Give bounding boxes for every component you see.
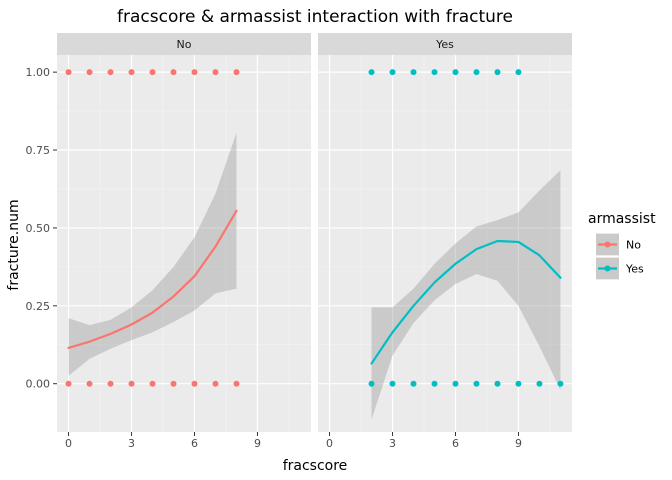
data-point [515, 69, 522, 76]
x-axis-title: fracscore [283, 458, 348, 474]
data-point [410, 69, 417, 76]
data-point [86, 69, 93, 76]
data-point [557, 380, 564, 387]
data-point [86, 380, 93, 387]
x-tick-label: 0 [326, 437, 333, 450]
data-point [431, 380, 438, 387]
data-point [191, 69, 198, 76]
y-tick-label: 0.25 [26, 300, 51, 313]
data-point [233, 380, 240, 387]
legend-item-yes: Yes [596, 257, 644, 280]
legend-item-no: No [596, 233, 641, 256]
legend-key-point [604, 265, 611, 272]
data-point [212, 69, 219, 76]
data-point [389, 380, 396, 387]
facet-strip-background [57, 33, 311, 55]
data-point [452, 380, 459, 387]
x-tick-label: 9 [515, 437, 522, 450]
y-axis-title: fracture.num [6, 199, 22, 290]
fit-line [370, 239, 562, 365]
chart-title: fracscore & armassist interaction with f… [117, 7, 513, 27]
x-tick-label: 3 [128, 437, 135, 450]
legend-label: Yes [625, 263, 644, 276]
data-point [191, 380, 198, 387]
fit-line [67, 209, 238, 349]
data-point [494, 380, 501, 387]
data-point [431, 69, 438, 76]
legend-title: armassist [588, 211, 656, 227]
data-point [149, 69, 156, 76]
data-point [368, 380, 375, 387]
legend: armassist No Yes [588, 211, 656, 280]
data-point [473, 380, 480, 387]
data-point [536, 380, 543, 387]
data-point [452, 69, 459, 76]
data-point [410, 380, 417, 387]
legend-key-point [604, 241, 611, 248]
data-point [65, 69, 72, 76]
y-tick-label: 1.00 [26, 66, 51, 79]
data-point [107, 69, 114, 76]
data-point [65, 380, 72, 387]
data-point [170, 380, 177, 387]
facet-panel-no: No 0 3 6 9 0.00 0.25 0.50 0.75 1.00 [26, 33, 311, 450]
panel-background [318, 55, 572, 432]
data-point [515, 380, 522, 387]
y-tick-label: 0.50 [26, 222, 51, 235]
data-point [128, 380, 135, 387]
x-tick-label: 6 [452, 437, 459, 450]
confidence-ribbon [68, 132, 237, 376]
panel-background [57, 55, 311, 432]
data-point [170, 69, 177, 76]
data-point [128, 69, 135, 76]
data-point [389, 69, 396, 76]
y-tick-label: 0.00 [26, 378, 51, 391]
facet-strip-label: Yes [435, 38, 454, 51]
y-tick-label: 0.75 [26, 144, 51, 157]
data-point [368, 69, 375, 76]
facet-strip-background [318, 33, 572, 55]
data-point [149, 380, 156, 387]
data-point [494, 69, 501, 76]
legend-label: No [626, 239, 641, 252]
data-point [473, 69, 480, 76]
data-point [233, 69, 240, 76]
x-tick-label: 0 [65, 437, 72, 450]
data-point [212, 380, 219, 387]
facet-panels: No 0 3 6 9 0.00 0.25 0.50 0.75 1.00 Yes 0 3 6 9 [26, 33, 572, 450]
x-tick-label: 6 [191, 437, 198, 450]
data-point [107, 380, 114, 387]
facet-strip-label: No [177, 38, 192, 51]
confidence-ribbon [371, 170, 561, 420]
facet-panel-yes: Yes 0 3 6 9 [318, 33, 572, 450]
x-tick-label: 3 [389, 437, 396, 450]
x-tick-label: 9 [254, 437, 261, 450]
